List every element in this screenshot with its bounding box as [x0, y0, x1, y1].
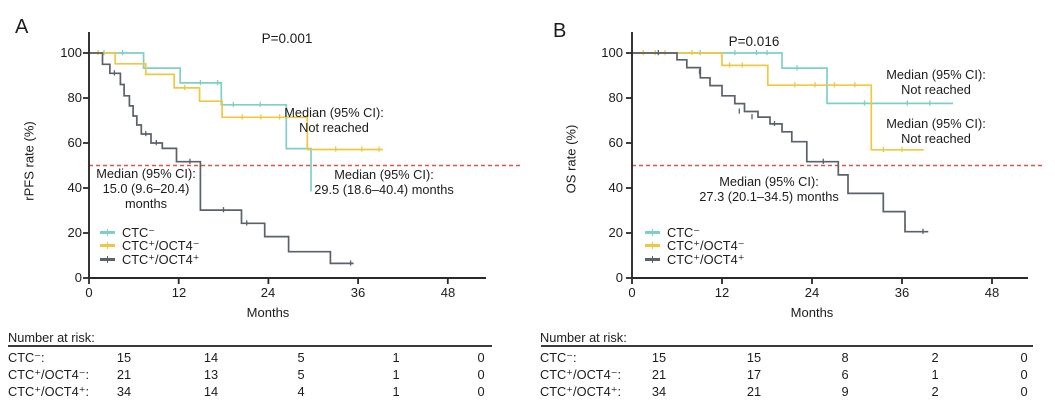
km-panel-a [83, 32, 521, 284]
panel-b-xtick-48: 48 [984, 285, 1000, 300]
ctc-neg-line-marker [100, 229, 115, 236]
panel-a-x-axis-title: Months [246, 305, 290, 320]
ctc-pos-oct4-pos-line-marker [645, 256, 660, 263]
panel-a-median-not-reached: Median (95% CI): Not reached [284, 105, 384, 135]
panel-b-legend-ctc-pos-oct4-neg: CTC⁺/OCT4⁻ [645, 239, 745, 252]
panel-b-ytick-60: 60 [608, 135, 623, 150]
panel-a-risk-table-header: Number at risk: [8, 330, 95, 345]
panel-a-xtick-36: 36 [350, 285, 366, 300]
panel-a-ytick-0: 0 [74, 270, 82, 285]
panel-a-xtick-0: 0 [85, 285, 93, 300]
panel-b-x-axis-title: Months [790, 305, 834, 320]
panel-a-ytick-100: 100 [60, 45, 82, 60]
panel-b-risk-row-ctc-neg: CTC⁻: 15 15 8 2 0 [540, 350, 1028, 365]
panel-a-legend-ctc-pos-oct4-pos: CTC⁺/OCT4⁺ [100, 253, 200, 266]
panel-a-ytick-40: 40 [67, 180, 82, 195]
panel-b-ytick-0: 0 [615, 270, 623, 285]
km-curve [632, 52, 924, 151]
panel-b-median-gray: Median (95% CI): 27.3 (20.1–34.5) months [699, 174, 839, 204]
panel-a-xtick-12: 12 [171, 285, 187, 300]
panel-a-legend-ctc-pos-oct4-neg: CTC⁺/OCT4⁻ [100, 239, 200, 252]
panel-a-legend-ctc-neg: CTC⁻ [100, 226, 155, 239]
panel-a-risk-table-rule [8, 345, 492, 347]
panel-b-legend-ctc-neg: CTC⁻ [645, 226, 700, 239]
ctc-neg-line-marker [645, 229, 660, 236]
panel-a-risk-row-ctc-pos-oct4-pos: CTC⁺/OCT4⁺: 34 14 4 1 0 [8, 384, 485, 399]
panel-b-xtick-12: 12 [714, 285, 730, 300]
panel-a-median-cyan: Median (95% CI): 29.5 (18.6–40.4) months [314, 167, 454, 197]
panel-a-xtick-24: 24 [260, 285, 276, 300]
ctc-pos-oct4-neg-line-marker [645, 242, 660, 249]
panel-a-median-gray: Median (95% CI): 15.0 (9.6–20.4) months [96, 166, 196, 211]
panel-b-legend-ctc-pos-oct4-pos: CTC⁺/OCT4⁺ [645, 253, 745, 266]
panel-a-ytick-60: 60 [67, 135, 82, 150]
panel-a-risk-row-ctc-pos-oct4-neg: CTC⁺/OCT4⁻: 21 13 5 1 0 [8, 367, 485, 382]
panel-a-risk-row-ctc-neg: CTC⁻: 15 14 5 1 0 [8, 350, 485, 365]
panel-b-label: B [553, 20, 567, 42]
panel-a-label: A [15, 16, 29, 38]
km-panel-b [626, 32, 1043, 284]
panel-b-ytick-20: 20 [608, 225, 623, 240]
panel-b-risk-table-header: Number at risk: [540, 330, 627, 345]
km-curve [632, 52, 929, 233]
panel-b-ytick-40: 40 [608, 180, 623, 195]
panel-b-median-not-reached-cyan: Median (95% CI): Not reached [886, 67, 986, 97]
ctc-pos-oct4-neg-line-marker [100, 242, 115, 249]
ctc-pos-oct4-pos-line-marker [100, 256, 115, 263]
panel-b-xtick-24: 24 [804, 285, 820, 300]
panel-a-p-value: P=0.001 [261, 31, 313, 46]
panel-b-risk-row-ctc-pos-oct4-neg: CTC⁺/OCT4⁻: 21 17 6 1 0 [540, 367, 1028, 382]
panel-b-risk-row-ctc-pos-oct4-pos: CTC⁺/OCT4⁺: 34 21 9 2 0 [540, 384, 1028, 399]
panel-b-xtick-36: 36 [894, 285, 910, 300]
panel-a-xtick-48: 48 [440, 285, 456, 300]
panel-b-ytick-100: 100 [601, 45, 623, 60]
km-curve [89, 52, 383, 151]
panel-b-risk-table-rule [541, 345, 1033, 347]
panel-b-ytick-80: 80 [608, 90, 623, 105]
panel-b-p-value: P=0.016 [728, 34, 780, 49]
panel-a-ytick-80: 80 [67, 90, 82, 105]
panel-b-xtick-0: 0 [628, 285, 636, 300]
panel-a-ytick-20: 20 [67, 225, 82, 240]
panel-b-median-not-reached-yellow: Median (95% CI): Not reached [886, 116, 986, 146]
